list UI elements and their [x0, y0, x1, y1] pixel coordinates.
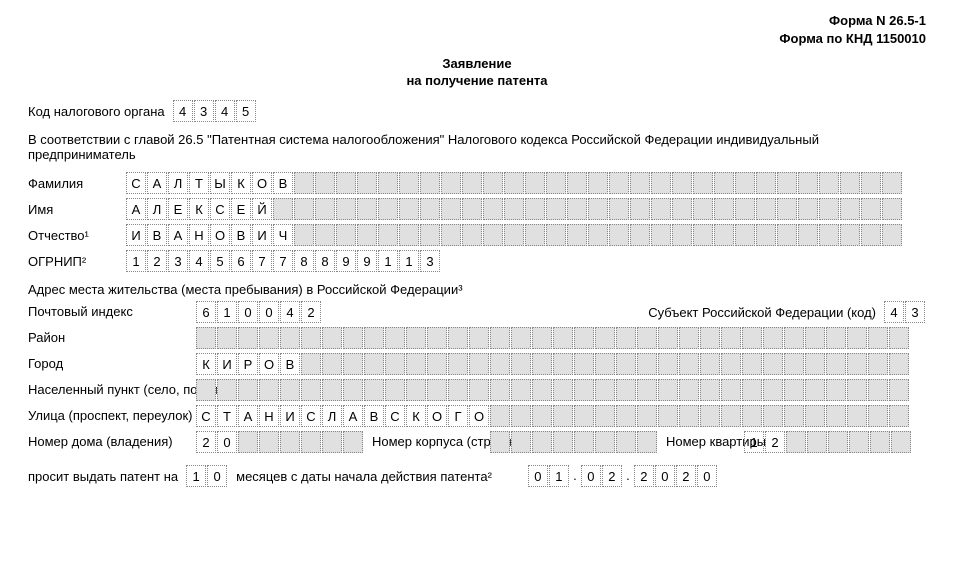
settlement-label: Населенный пункт (село, поселок) — [28, 383, 188, 397]
district-label: Район — [28, 331, 188, 345]
patronymic-cells: ИВАНОВИЧ — [126, 224, 903, 246]
request-mid: месяцев с даты начала действия патента² — [236, 469, 492, 484]
firstname-cells: АЛЕКСЕЙ — [126, 198, 903, 220]
date-cells: 01.02.2020 — [528, 465, 718, 487]
patronymic-label: Отчество¹ — [28, 228, 118, 243]
city-label: Город — [28, 357, 188, 371]
form-number-1: Форма N 26.5-1 — [28, 12, 926, 30]
subject-code-cells: 43 — [884, 301, 926, 323]
street-label: Улица (проспект, переулок) — [28, 409, 188, 423]
apt-cells: 12 — [744, 431, 912, 453]
street-cells: СТАНИСЛАВСКОГО — [196, 405, 910, 427]
lastname-cells: САЛТЫКОВ — [126, 172, 903, 194]
postal-label: Почтовый индекс — [28, 305, 188, 319]
form-number-2: Форма по КНД 1150010 — [28, 30, 926, 48]
tax-code-cells: 4345 — [173, 100, 257, 122]
firstname-label: Имя — [28, 202, 118, 217]
district-cells — [196, 327, 910, 349]
title-line-1: Заявление — [28, 56, 926, 73]
title-line-2: на получение патента — [28, 73, 926, 90]
korpus-label: Номер корпуса (строения) — [372, 435, 482, 449]
settlement-cells — [196, 379, 910, 401]
city-cells: КИРОВ — [196, 353, 910, 375]
korpus-cells — [490, 431, 658, 453]
tax-code-label: Код налогового органа — [28, 104, 165, 119]
ogrnip-label: ОГРНИП² — [28, 254, 118, 269]
lastname-label: Фамилия — [28, 176, 118, 191]
house-label: Номер дома (владения) — [28, 435, 188, 449]
postal-cells: 610042 — [196, 301, 322, 323]
subject-label: Субъект Российской Федерации (код) — [648, 305, 876, 320]
ogrnip-cells: 123456778899113 — [126, 250, 441, 272]
address-header: Адрес места жительства (места пребывания… — [28, 282, 926, 297]
intro-text: В соответствии с главой 26.5 "Патентная … — [28, 132, 926, 162]
apt-label: Номер квартиры — [666, 435, 736, 449]
months-cells: 10 — [186, 465, 228, 487]
house-cells: 20 — [196, 431, 364, 453]
request-prefix: просит выдать патент на — [28, 469, 178, 484]
